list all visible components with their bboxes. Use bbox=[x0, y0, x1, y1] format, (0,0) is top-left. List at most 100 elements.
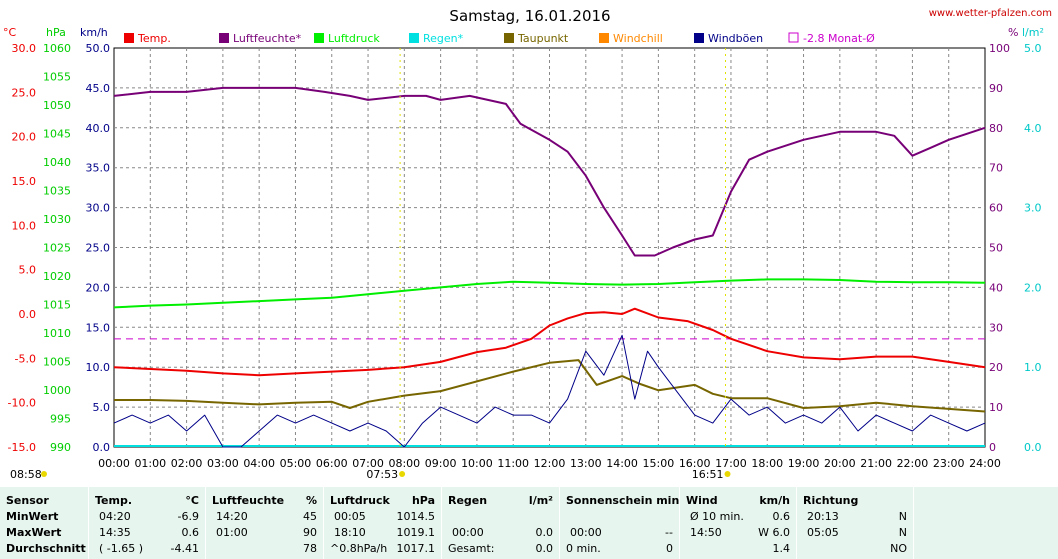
x-tick-label: 19:00 bbox=[788, 457, 820, 470]
x-tick-label: 12:00 bbox=[534, 457, 566, 470]
wind-tick-label: 30.0 bbox=[86, 202, 111, 215]
humidity-min-time: 14:20 bbox=[216, 510, 248, 523]
direction-avg-value: NO bbox=[890, 542, 907, 555]
temp-tick-label: 20.0 bbox=[12, 131, 37, 144]
x-tick-label: 00:00 bbox=[98, 457, 130, 470]
x-tick-label: 24:00 bbox=[969, 457, 1001, 470]
series-temp-line bbox=[113, 307, 986, 377]
legend-label: Temp. bbox=[137, 32, 171, 45]
temp-tick-label: 15.0 bbox=[12, 175, 37, 188]
rain-tick-label: 5.0 bbox=[1024, 42, 1042, 55]
pressure-axis-unit: hPa bbox=[46, 26, 66, 39]
temp-tick-label: 10.0 bbox=[12, 219, 37, 232]
wind-tick-label: 0.0 bbox=[93, 441, 111, 454]
legend-label: Taupunkt bbox=[517, 32, 569, 45]
pressure-min-value: 1014.5 bbox=[396, 510, 436, 523]
series-luftfeuchte-line bbox=[113, 86, 986, 257]
chart-title: Samstag, 16.01.2016 bbox=[449, 7, 610, 25]
rain-max-time: 00:00 bbox=[452, 526, 484, 539]
stats-col-sunshine: Sonnenschein min 00:00 -- 0 min. 0 bbox=[560, 487, 680, 559]
rain-unit: l/m² bbox=[528, 494, 553, 507]
legend-swatch bbox=[788, 32, 799, 43]
pressure-max-value: 1019.1 bbox=[396, 526, 436, 539]
sun-max-time: 00:00 bbox=[570, 526, 602, 539]
humidity-tick-label: 50 bbox=[989, 242, 1003, 255]
humidity-tick-label: 80 bbox=[989, 122, 1003, 135]
sunrise-icon bbox=[399, 471, 406, 477]
x-tick-label: 14:00 bbox=[606, 457, 638, 470]
direction-header: Richtung bbox=[803, 494, 859, 507]
pressure-avg-value: 1017.1 bbox=[396, 542, 436, 555]
pressure-tick-label: 1025 bbox=[43, 242, 71, 255]
wind-header: Wind bbox=[686, 494, 718, 507]
pressure-header: Luftdruck bbox=[330, 494, 390, 507]
x-tick-label: 09:00 bbox=[425, 457, 457, 470]
pressure-tick-label: 995 bbox=[50, 413, 71, 426]
legend-swatch bbox=[314, 33, 324, 43]
humidity-axis-unit: % bbox=[1008, 26, 1018, 39]
humidity-max-time: 01:00 bbox=[216, 526, 248, 539]
stats-col-wind: Wind km/h Ø 10 min. 0.6 14:50 W 6.0 1.4 bbox=[680, 487, 797, 559]
temp-axis-unit: °C bbox=[3, 26, 17, 39]
humidity-tick-label: 20 bbox=[989, 361, 1003, 374]
legend-swatch bbox=[124, 33, 134, 43]
temp-tick-label: -5.0 bbox=[15, 352, 36, 365]
rain-tick-label: 3.0 bbox=[1024, 202, 1042, 215]
series-luftdruck-line bbox=[113, 278, 986, 309]
pressure-tick-label: 1050 bbox=[43, 99, 71, 112]
humidity-tick-label: 60 bbox=[989, 202, 1003, 215]
pressure-tick-label: 1035 bbox=[43, 185, 71, 198]
humidity-header: Luftfeuchte bbox=[212, 494, 285, 507]
humidity-avg-value: 78 bbox=[303, 542, 317, 555]
temp-tick-label: 30.0 bbox=[12, 42, 37, 55]
wind-tick-label: 35.0 bbox=[86, 162, 111, 175]
humidity-unit: % bbox=[305, 494, 317, 507]
x-tick-label: 06:00 bbox=[316, 457, 348, 470]
sunset-label: 16:51 bbox=[692, 468, 724, 481]
humidity-min-value: 45 bbox=[303, 510, 317, 523]
legend-label: Regen* bbox=[423, 32, 464, 45]
temp-avg-extra: ( -1.65 ) bbox=[99, 542, 144, 555]
rain-max-value: 0.0 bbox=[535, 526, 554, 539]
x-tick-label: 13:00 bbox=[570, 457, 602, 470]
stats-col-direction: Richtung 20:13 N 05:05 N NO bbox=[797, 487, 914, 559]
series-windb-en-line bbox=[113, 334, 986, 448]
temp-min-value: -6.9 bbox=[177, 510, 199, 523]
axes-group: 30.0 25.0 20.0 15.0 10.0 5.0 0.0 -5.0 -10.0 -15.0… bbox=[3, 26, 1044, 481]
humidity-tick-label: 10 bbox=[989, 401, 1003, 414]
pressure-tick-label: 1030 bbox=[43, 213, 71, 226]
sunrise-label: 07:53 bbox=[366, 468, 398, 481]
wind-max-value: W 6.0 bbox=[758, 526, 790, 539]
x-tick-label: 21:00 bbox=[860, 457, 892, 470]
wind-tick-label: 5.0 bbox=[93, 401, 111, 414]
humidity-tick-label: 90 bbox=[989, 82, 1003, 95]
series-group bbox=[113, 86, 986, 448]
rain-total-label: Gesamt: bbox=[448, 542, 495, 555]
rain-axis-unit: l/m² bbox=[1022, 26, 1044, 39]
x-tick-label: 03:00 bbox=[207, 457, 239, 470]
wind-tick-label: 15.0 bbox=[86, 321, 111, 334]
direction-max-value: N bbox=[898, 526, 907, 539]
pressure-min-time: 00:05 bbox=[334, 510, 366, 523]
temp-min-time: 04:20 bbox=[99, 510, 131, 523]
stats-col-pressure: Luftdruck hPa 00:05 1014.5 18:10 1019.1 ^0.… bbox=[324, 487, 442, 559]
wind-unit: km/h bbox=[759, 494, 790, 507]
x-tick-label: 15:00 bbox=[643, 457, 675, 470]
pressure-trend: ^0.8hPa/h bbox=[330, 542, 388, 555]
temp-avg-value: -4.41 bbox=[170, 542, 199, 555]
x-tick-label: 07:00 bbox=[352, 457, 384, 470]
wind-tick-label: 25.0 bbox=[86, 242, 111, 255]
x-tick-label: 10:00 bbox=[461, 457, 493, 470]
humidity-tick-label: 100 bbox=[989, 42, 1010, 55]
legend-swatch bbox=[219, 33, 229, 43]
legend-swatch bbox=[694, 33, 704, 43]
sun-minutes: 0 min. bbox=[566, 542, 601, 555]
rain-total-value: 0.0 bbox=[535, 542, 554, 555]
temp-header: Temp. bbox=[95, 494, 133, 507]
day-length-label: 08:58 bbox=[10, 468, 42, 481]
pressure-tick-label: 1020 bbox=[43, 270, 71, 283]
series-taupunkt-line bbox=[114, 359, 986, 413]
temp-unit: °C bbox=[185, 494, 199, 507]
pressure-tick-label: 1055 bbox=[43, 71, 71, 84]
humidity-tick-label: 30 bbox=[989, 321, 1003, 334]
